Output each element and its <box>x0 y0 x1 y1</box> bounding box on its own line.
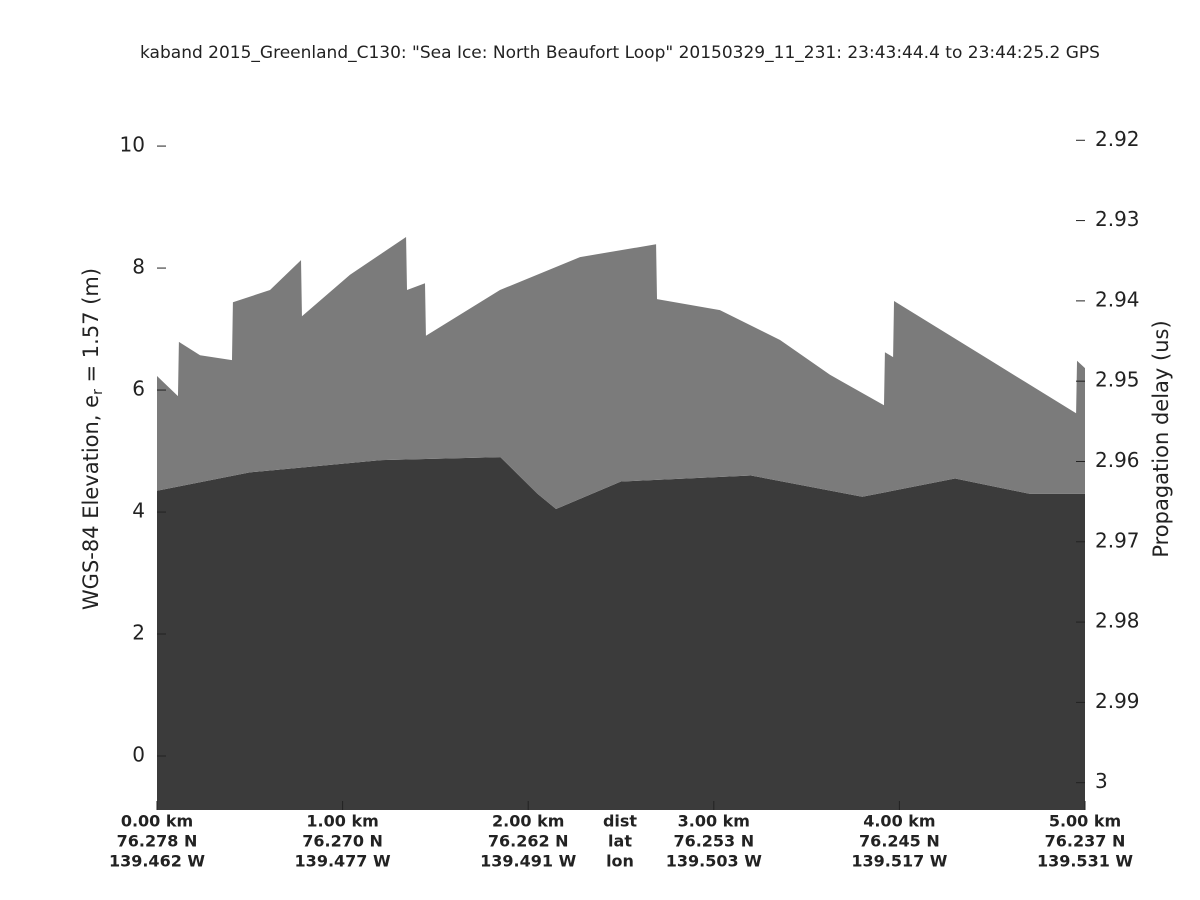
y-label-text: = 1.57 (m) <box>79 268 103 389</box>
x-tick-lon: 139.503 W <box>666 852 762 871</box>
x-tick-lat: 76.253 N <box>673 832 754 851</box>
x-tick-lon: 139.531 W <box>1037 852 1133 871</box>
y2-axis-label: Propagation delay (us) <box>1149 320 1173 557</box>
x-tick-label: 5.00 km <box>1049 812 1121 831</box>
y-label-text: WGS-84 Elevation, e <box>79 395 103 610</box>
subsurface-layer <box>157 457 1085 810</box>
x-tick-label: 3.00 km <box>678 812 750 831</box>
y-tick-label: 6 <box>132 377 145 401</box>
surface-layer <box>157 236 1085 509</box>
x-tick-lon: 139.517 W <box>851 852 947 871</box>
y2-tick-label: 2.98 <box>1095 609 1140 633</box>
y-axis-label: WGS-84 Elevation, er = 1.57 (m) <box>79 268 106 610</box>
x-row-name: lon <box>606 852 634 871</box>
x-row-name: lat <box>608 832 632 851</box>
y2-tick-label: 2.94 <box>1095 287 1140 311</box>
x-tick-lat: 76.270 N <box>302 832 383 851</box>
x-tick-label: 2.00 km <box>492 812 564 831</box>
x-tick-label: 1.00 km <box>306 812 378 831</box>
y2-tick-label: 2.92 <box>1095 127 1140 151</box>
y2-tick-label: 2.93 <box>1095 207 1140 231</box>
x-tick-lat: 76.278 N <box>117 832 198 851</box>
y2-tick-label: 3 <box>1095 769 1108 793</box>
y2-tick-label: 2.99 <box>1095 689 1140 713</box>
y-tick-label: 4 <box>132 499 145 523</box>
y2-tick-label: 2.97 <box>1095 528 1140 552</box>
y2-tick-label: 2.95 <box>1095 368 1140 392</box>
y-label-subscript: r <box>90 389 106 395</box>
x-tick-lat: 76.245 N <box>859 832 940 851</box>
y-tick-label: 8 <box>132 255 145 279</box>
x-tick-label: 4.00 km <box>863 812 935 831</box>
x-tick-lon: 139.462 W <box>109 852 205 871</box>
y-tick-label: 2 <box>132 621 145 645</box>
y-tick-label: 0 <box>132 743 145 767</box>
x-tick-lat: 76.262 N <box>488 832 569 851</box>
x-tick-lon: 139.491 W <box>480 852 576 871</box>
x-tick-lat: 76.237 N <box>1045 832 1126 851</box>
x-tick-lon: 139.477 W <box>295 852 391 871</box>
y2-tick-label: 2.96 <box>1095 448 1140 472</box>
x-tick-label: 0.00 km <box>121 812 193 831</box>
x-row-name: dist <box>603 812 637 831</box>
y-tick-label: 10 <box>120 133 145 157</box>
chart-title: kaband 2015_Greenland_C130: "Sea Ice: No… <box>140 43 1100 63</box>
